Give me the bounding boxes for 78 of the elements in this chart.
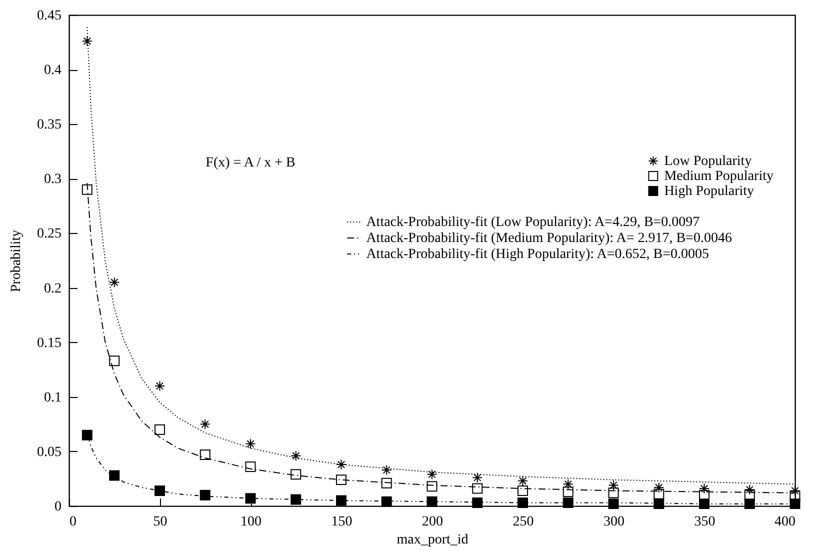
point — [472, 497, 483, 508]
point — [426, 496, 438, 507]
point — [744, 498, 755, 510]
point — [699, 483, 710, 494]
point — [290, 494, 302, 505]
point — [245, 461, 256, 472]
point — [744, 490, 755, 500]
y-tick-label: 0 — [54, 500, 62, 514]
point — [381, 478, 392, 488]
x-tick-label: 350 — [694, 514, 716, 530]
point — [109, 277, 120, 288]
point — [608, 480, 619, 491]
point — [654, 488, 664, 500]
point — [518, 476, 528, 486]
x-axis-title: max_port_id — [396, 532, 468, 548]
legend-label: Low Popularity — [664, 154, 752, 169]
legend-label: Attack-Probability-fit (Medium Popularity): A= 2.917, B=0.0046 — [366, 231, 732, 246]
point — [790, 490, 800, 502]
legend-label: Medium Popularity — [664, 169, 774, 184]
y-tick-label: 0.35 — [37, 118, 62, 133]
y-tick-label: 0.15 — [37, 336, 62, 351]
y-tick-label: 0.3 — [44, 172, 62, 188]
point — [154, 424, 165, 435]
point — [790, 485, 800, 496]
x-tick-label: 50 — [153, 514, 168, 530]
point — [245, 438, 256, 450]
point — [562, 478, 574, 490]
point — [381, 464, 392, 476]
y-tick-label: 0.45 — [37, 8, 62, 24]
point — [200, 449, 210, 460]
point — [608, 498, 619, 510]
point — [109, 356, 120, 366]
point — [699, 498, 710, 510]
point — [472, 472, 483, 483]
y-tick-label: 0.25 — [37, 226, 62, 242]
y-tick-label: 0.05 — [37, 444, 62, 460]
x-tick-label: 400 — [774, 514, 796, 530]
x-tick-label: 300 — [604, 514, 624, 530]
point — [109, 470, 120, 481]
point — [562, 497, 574, 508]
point — [790, 498, 800, 510]
point — [82, 430, 92, 440]
y-tick-label: 0.2 — [44, 281, 62, 296]
legend-label: High Popularity — [664, 184, 754, 199]
point — [518, 485, 528, 496]
point — [472, 483, 483, 494]
point — [82, 184, 92, 195]
point — [336, 474, 346, 486]
point — [381, 496, 392, 507]
point — [245, 493, 256, 504]
point — [608, 488, 619, 498]
point — [200, 490, 210, 500]
annotation: F(x) = A / x + B — [206, 155, 296, 170]
point — [336, 459, 346, 470]
point — [562, 486, 574, 498]
x-tick-label: 150 — [331, 514, 352, 530]
point — [290, 450, 302, 462]
point — [654, 482, 664, 493]
y-tick-label: 0.1 — [44, 390, 62, 406]
x-tick-label: 250 — [512, 514, 534, 530]
legend-label: Attack-Probability-fit (Low Popularity): A=4.29, B=0.0097 — [366, 215, 700, 230]
point — [654, 498, 664, 510]
point — [744, 484, 755, 495]
point — [154, 380, 165, 392]
point — [518, 497, 528, 508]
x-tick-label: 200 — [422, 514, 443, 530]
point — [426, 469, 438, 480]
point — [290, 469, 302, 480]
point — [200, 418, 210, 430]
point — [154, 485, 165, 496]
point — [426, 481, 438, 492]
legend-label: Attack-Probability-fit (High Popularity): A=0.652, B=0.0005 — [366, 247, 710, 262]
point — [82, 36, 92, 46]
y-tick-label: 0.4 — [44, 63, 62, 78]
point — [336, 495, 346, 506]
x-tick-label: 0 — [70, 514, 76, 530]
y-axis-title: Probability — [9, 230, 24, 292]
x-tick-label: 100 — [240, 514, 262, 530]
